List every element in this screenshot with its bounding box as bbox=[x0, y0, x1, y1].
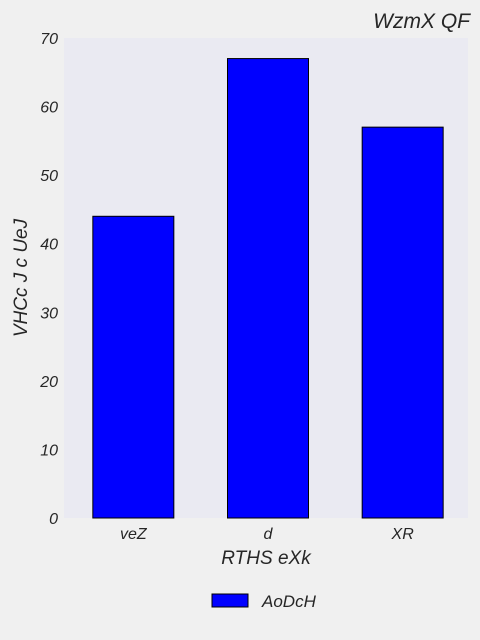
y-axis-label: VHCc J c UeJ bbox=[11, 218, 32, 337]
y-tick-label: 40 bbox=[40, 237, 58, 254]
x-tick-label: XR bbox=[391, 526, 415, 543]
y-tick-label: 0 bbox=[49, 511, 58, 528]
bar-veZ bbox=[92, 215, 175, 519]
y-tick-label: 20 bbox=[39, 374, 58, 391]
bar-series bbox=[92, 58, 444, 519]
y-tick-label: 30 bbox=[40, 305, 58, 322]
x-axis-ticks: veZ d XR bbox=[120, 526, 414, 543]
legend: AoDcH bbox=[211, 592, 317, 611]
x-axis-label: RTHS eXk bbox=[221, 548, 312, 569]
y-tick-label: 70 bbox=[40, 31, 58, 48]
y-tick-label: 60 bbox=[40, 100, 58, 117]
legend-label: AoDcH bbox=[261, 592, 317, 611]
bar-XR bbox=[361, 126, 444, 519]
x-tick-label: d bbox=[264, 526, 274, 543]
legend-swatch bbox=[211, 593, 249, 608]
x-tick-label: veZ bbox=[120, 526, 148, 543]
y-tick-label: 50 bbox=[40, 168, 58, 185]
bar-d bbox=[227, 58, 309, 519]
y-axis-ticks: 0 10 20 30 40 50 60 70 bbox=[39, 31, 58, 528]
y-tick-label: 10 bbox=[40, 442, 58, 459]
chart-title: WzmX QF bbox=[373, 10, 471, 33]
